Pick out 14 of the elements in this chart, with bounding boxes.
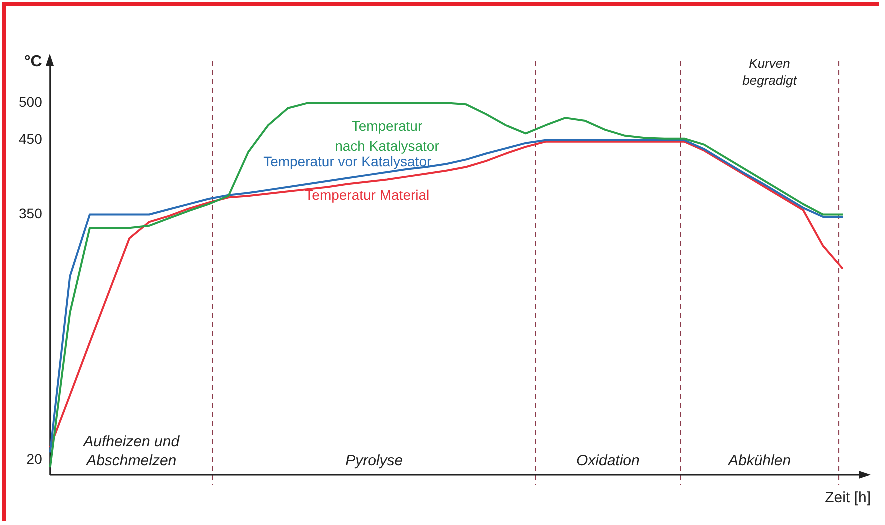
y-axis-title: °C bbox=[24, 53, 43, 70]
series-label: Temperatur Material bbox=[305, 187, 430, 204]
x-axis-title: Zeit [h] bbox=[825, 490, 871, 507]
y-tick-label: 20 bbox=[26, 450, 43, 467]
y-tick-label: 450 bbox=[19, 131, 43, 148]
series-label: Temperatur vor Katalysator bbox=[264, 153, 432, 170]
annotation: Kurven begradigt bbox=[742, 56, 798, 88]
annotation: Abkühlen bbox=[727, 452, 792, 470]
series-label: Temperatur nach Katalysator bbox=[335, 118, 440, 154]
annotation: Aufheizen und Abschmelzen bbox=[82, 434, 180, 470]
y-tick-label: 500 bbox=[19, 94, 43, 110]
annotation: Oxidation bbox=[576, 452, 640, 470]
annotation: Pyrolyse bbox=[346, 452, 404, 470]
y-tick-label: 350 bbox=[19, 206, 43, 222]
